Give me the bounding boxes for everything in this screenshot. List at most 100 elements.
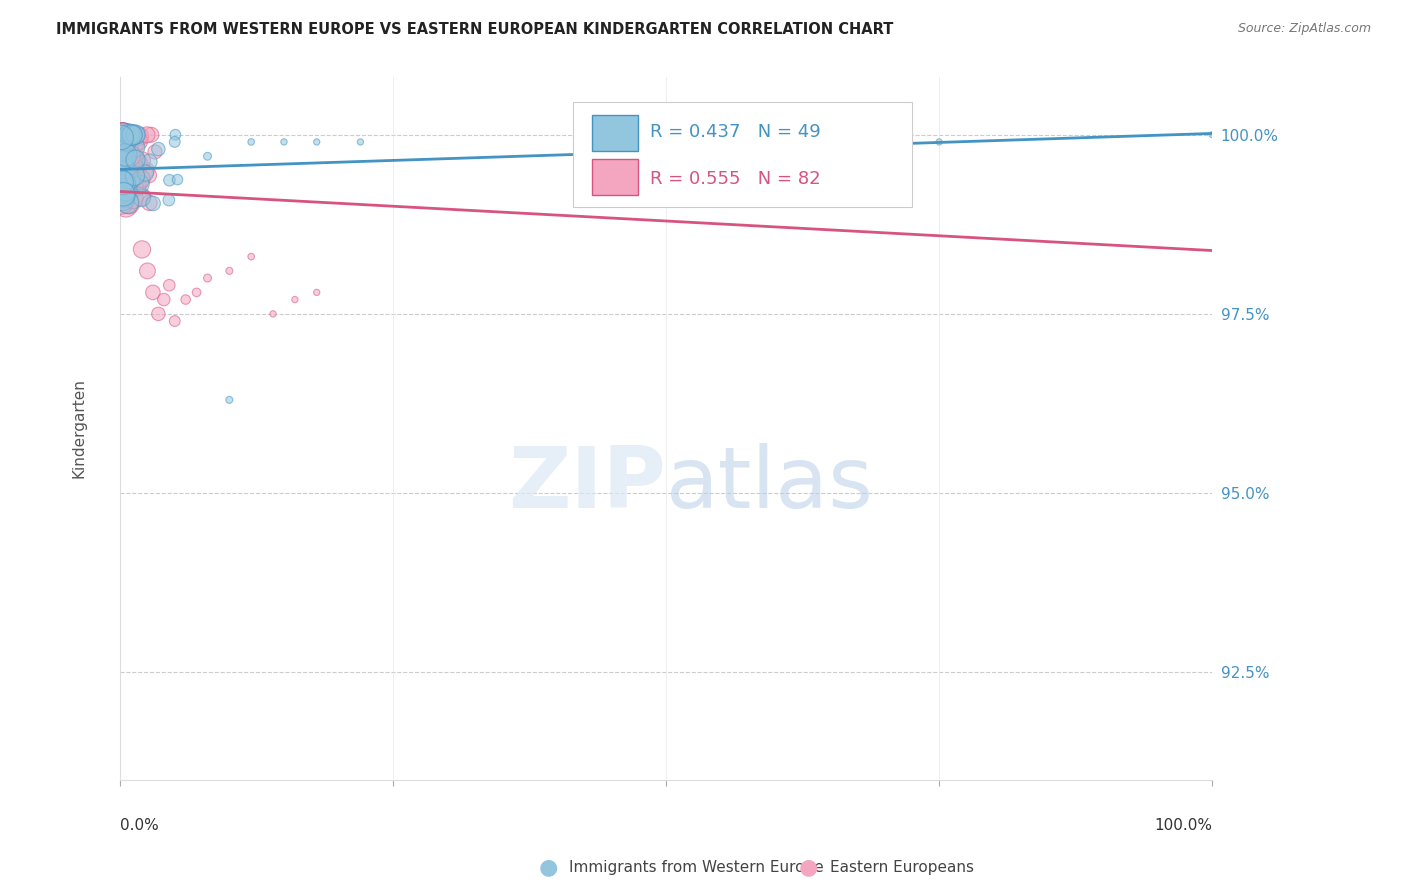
Point — [110, 157, 132, 171]
Point — [114, 168, 136, 182]
Point — [157, 193, 180, 207]
Point — [128, 134, 150, 148]
Point — [157, 278, 180, 293]
Point — [111, 145, 134, 159]
Point — [110, 136, 132, 151]
Point — [153, 293, 176, 307]
Point — [135, 163, 157, 178]
Point — [121, 128, 143, 143]
Point — [115, 199, 138, 213]
Point — [131, 153, 153, 168]
Point — [218, 392, 240, 407]
Point — [112, 153, 135, 167]
Point — [128, 156, 150, 170]
Point — [118, 128, 141, 142]
Point — [163, 135, 186, 149]
Point — [240, 250, 263, 264]
Point — [120, 173, 142, 187]
Point — [124, 169, 146, 183]
Point — [349, 135, 371, 149]
Point — [174, 293, 197, 307]
Point — [112, 176, 135, 190]
Point — [110, 170, 132, 185]
Point — [134, 166, 156, 180]
Point — [111, 161, 134, 176]
Text: Source: ZipAtlas.com: Source: ZipAtlas.com — [1237, 22, 1371, 36]
Point — [124, 128, 146, 142]
Point — [262, 307, 284, 321]
Point — [117, 156, 139, 170]
Point — [143, 145, 166, 159]
Point — [928, 135, 950, 149]
Point — [136, 128, 159, 142]
Point — [122, 178, 145, 193]
Point — [110, 175, 132, 189]
Point — [138, 168, 160, 182]
Point — [110, 128, 132, 142]
Point — [117, 195, 139, 210]
Point — [111, 128, 134, 142]
Point — [110, 128, 132, 142]
Point — [131, 190, 153, 204]
Text: IMMIGRANTS FROM WESTERN EUROPE VS EASTERN EUROPEAN KINDERGARTEN CORRELATION CHAR: IMMIGRANTS FROM WESTERN EUROPE VS EASTER… — [56, 22, 894, 37]
Point — [112, 128, 135, 142]
Point — [114, 171, 136, 186]
Point — [284, 293, 307, 307]
Text: ●: ● — [799, 857, 818, 877]
Point — [1201, 128, 1223, 142]
Text: Immigrants from Western Europe: Immigrants from Western Europe — [569, 860, 824, 874]
Point — [117, 128, 139, 142]
Point — [111, 192, 134, 206]
Bar — [592, 159, 638, 195]
Point — [218, 264, 240, 278]
Point — [197, 149, 219, 163]
Point — [117, 129, 139, 144]
Point — [112, 178, 135, 193]
FancyBboxPatch shape — [574, 102, 912, 207]
Point — [166, 172, 188, 186]
Point — [305, 135, 328, 149]
Point — [273, 135, 295, 149]
Point — [141, 128, 163, 142]
Point — [138, 195, 160, 210]
Point — [110, 143, 132, 157]
Point — [163, 314, 186, 328]
Point — [142, 196, 165, 211]
Point — [124, 140, 146, 154]
Point — [125, 178, 148, 192]
Point — [186, 285, 208, 300]
Text: 0.0%: 0.0% — [120, 818, 159, 833]
Text: R = 0.555   N = 82: R = 0.555 N = 82 — [650, 169, 821, 187]
Point — [120, 148, 142, 162]
Point — [148, 307, 170, 321]
Text: Eastern Europeans: Eastern Europeans — [830, 860, 973, 874]
Point — [111, 176, 134, 190]
Point — [110, 172, 132, 186]
Point — [112, 178, 135, 193]
Point — [240, 135, 263, 149]
Bar — [592, 115, 638, 151]
Point — [655, 135, 678, 149]
Point — [197, 271, 219, 285]
Point — [138, 154, 160, 169]
Point — [655, 135, 678, 149]
Text: R = 0.437   N = 49: R = 0.437 N = 49 — [650, 123, 821, 141]
Point — [124, 153, 146, 167]
Point — [131, 191, 153, 205]
Point — [129, 177, 152, 191]
Point — [114, 189, 136, 203]
Point — [127, 162, 149, 177]
Text: ZIP: ZIP — [509, 443, 666, 526]
Point — [112, 187, 135, 202]
Point — [125, 179, 148, 194]
Point — [121, 128, 143, 142]
Point — [148, 142, 170, 156]
Point — [122, 180, 145, 194]
Point — [111, 155, 134, 169]
Point — [118, 147, 141, 161]
Point — [115, 133, 138, 147]
Point — [786, 135, 808, 149]
Point — [136, 264, 159, 278]
Point — [142, 285, 165, 300]
Text: atlas: atlas — [666, 443, 875, 526]
